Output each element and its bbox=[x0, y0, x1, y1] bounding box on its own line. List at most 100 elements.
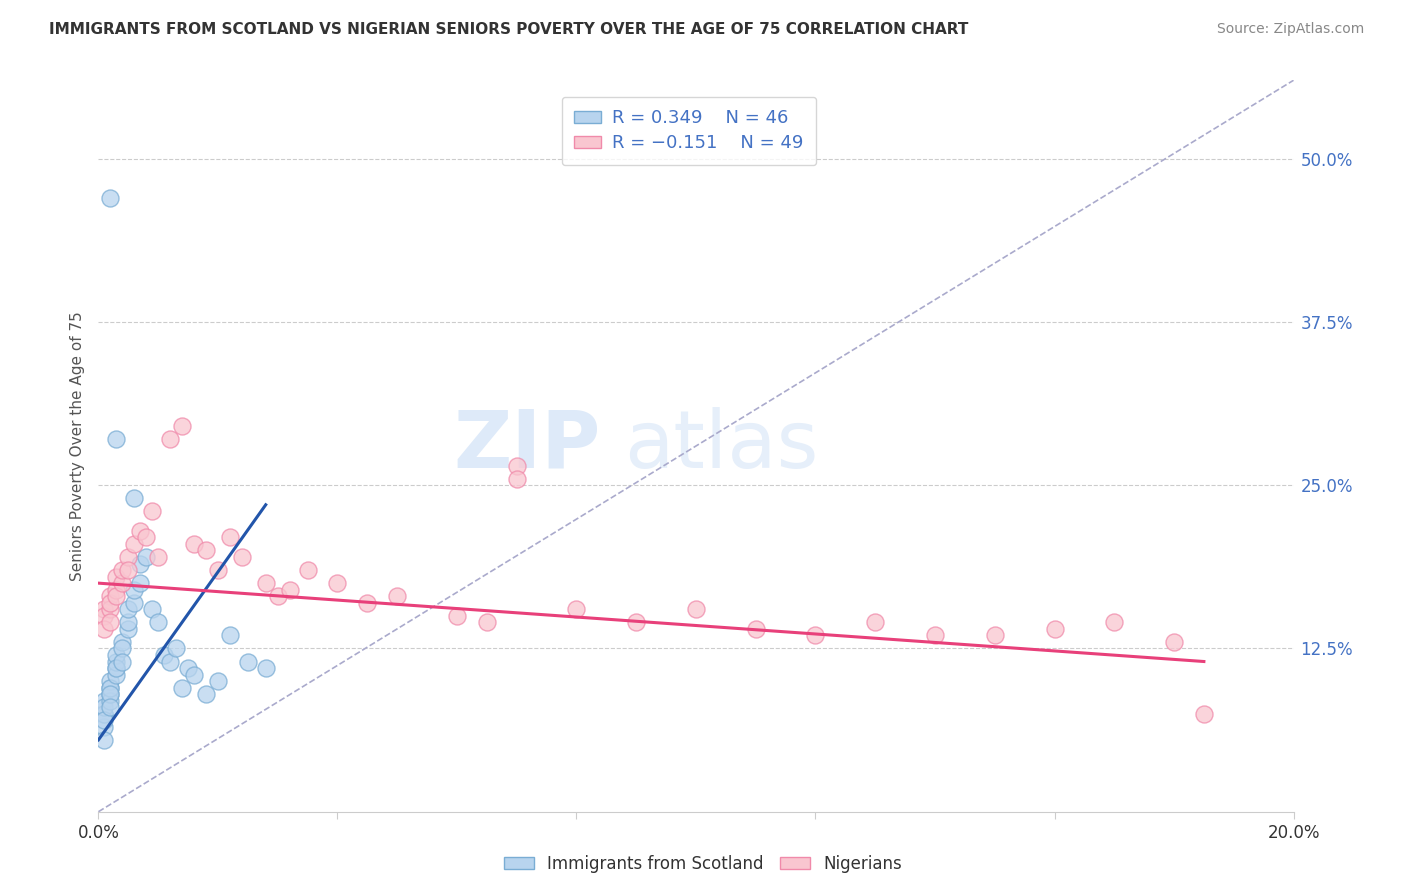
Text: Source: ZipAtlas.com: Source: ZipAtlas.com bbox=[1216, 22, 1364, 37]
Point bbox=[93, 732, 115, 747]
Point bbox=[93, 700, 115, 714]
Point bbox=[183, 537, 205, 551]
Point bbox=[117, 602, 139, 616]
Point bbox=[924, 628, 946, 642]
Point bbox=[506, 472, 529, 486]
Point bbox=[231, 549, 253, 564]
Point bbox=[111, 563, 134, 577]
Point bbox=[98, 674, 122, 689]
Point bbox=[267, 589, 290, 603]
Point bbox=[105, 655, 128, 669]
Legend: R = 0.349    N = 46, R = −0.151    N = 49: R = 0.349 N = 46, R = −0.151 N = 49 bbox=[561, 96, 815, 165]
Point bbox=[111, 576, 134, 591]
Point bbox=[565, 602, 588, 616]
Point bbox=[111, 635, 134, 649]
Point bbox=[105, 667, 128, 681]
Point bbox=[129, 557, 152, 571]
Point bbox=[172, 419, 194, 434]
Point bbox=[165, 641, 187, 656]
Point bbox=[356, 596, 378, 610]
Point bbox=[159, 655, 181, 669]
Point bbox=[93, 602, 115, 616]
Text: ZIP: ZIP bbox=[453, 407, 600, 485]
Point bbox=[385, 589, 409, 603]
Point bbox=[105, 582, 128, 597]
Point bbox=[172, 681, 194, 695]
Point bbox=[207, 674, 229, 689]
Point bbox=[236, 655, 259, 669]
Point bbox=[148, 615, 170, 630]
Point bbox=[98, 681, 122, 695]
Point bbox=[195, 543, 218, 558]
Point bbox=[105, 661, 128, 675]
Point bbox=[159, 433, 181, 447]
Point bbox=[105, 569, 128, 583]
Point bbox=[98, 681, 122, 695]
Point bbox=[804, 628, 827, 642]
Y-axis label: Seniors Poverty Over the Age of 75: Seniors Poverty Over the Age of 75 bbox=[69, 311, 84, 581]
Point bbox=[219, 628, 242, 642]
Point bbox=[141, 602, 163, 616]
Point bbox=[135, 530, 157, 544]
Text: IMMIGRANTS FROM SCOTLAND VS NIGERIAN SENIORS POVERTY OVER THE AGE OF 75 CORRELAT: IMMIGRANTS FROM SCOTLAND VS NIGERIAN SEN… bbox=[49, 22, 969, 37]
Point bbox=[93, 608, 115, 623]
Point bbox=[117, 549, 139, 564]
Point bbox=[745, 622, 768, 636]
Point bbox=[124, 491, 146, 506]
Point bbox=[98, 589, 122, 603]
Point bbox=[254, 576, 277, 591]
Point bbox=[93, 694, 115, 708]
Point bbox=[111, 641, 134, 656]
Point bbox=[626, 615, 648, 630]
Point bbox=[124, 582, 146, 597]
Point bbox=[141, 504, 163, 518]
Point bbox=[254, 661, 277, 675]
Point bbox=[111, 655, 134, 669]
Point bbox=[1104, 615, 1126, 630]
Point bbox=[1192, 706, 1215, 721]
Point bbox=[1163, 635, 1185, 649]
Point bbox=[117, 615, 139, 630]
Point bbox=[117, 563, 139, 577]
Point bbox=[984, 628, 1007, 642]
Point bbox=[98, 596, 122, 610]
Point bbox=[1043, 622, 1066, 636]
Point bbox=[93, 720, 115, 734]
Legend: Immigrants from Scotland, Nigerians: Immigrants from Scotland, Nigerians bbox=[498, 848, 908, 880]
Point bbox=[124, 537, 146, 551]
Point bbox=[865, 615, 887, 630]
Point bbox=[93, 706, 115, 721]
Point bbox=[98, 687, 122, 701]
Text: atlas: atlas bbox=[624, 407, 818, 485]
Point bbox=[105, 661, 128, 675]
Point bbox=[105, 433, 128, 447]
Point bbox=[98, 694, 122, 708]
Point bbox=[117, 622, 139, 636]
Point bbox=[326, 576, 349, 591]
Point bbox=[506, 458, 529, 473]
Point bbox=[124, 596, 146, 610]
Point bbox=[129, 524, 152, 538]
Point bbox=[148, 549, 170, 564]
Point bbox=[278, 582, 301, 597]
Point bbox=[297, 563, 319, 577]
Point bbox=[98, 602, 122, 616]
Point bbox=[183, 667, 205, 681]
Point bbox=[98, 615, 122, 630]
Point bbox=[93, 714, 115, 728]
Point bbox=[93, 622, 115, 636]
Point bbox=[685, 602, 707, 616]
Point bbox=[105, 648, 128, 662]
Point bbox=[195, 687, 218, 701]
Point bbox=[207, 563, 229, 577]
Point bbox=[135, 549, 157, 564]
Point bbox=[129, 576, 152, 591]
Point bbox=[98, 687, 122, 701]
Point bbox=[153, 648, 176, 662]
Point bbox=[105, 589, 128, 603]
Point bbox=[475, 615, 498, 630]
Point bbox=[98, 700, 122, 714]
Point bbox=[98, 191, 122, 205]
Point bbox=[219, 530, 242, 544]
Point bbox=[93, 706, 115, 721]
